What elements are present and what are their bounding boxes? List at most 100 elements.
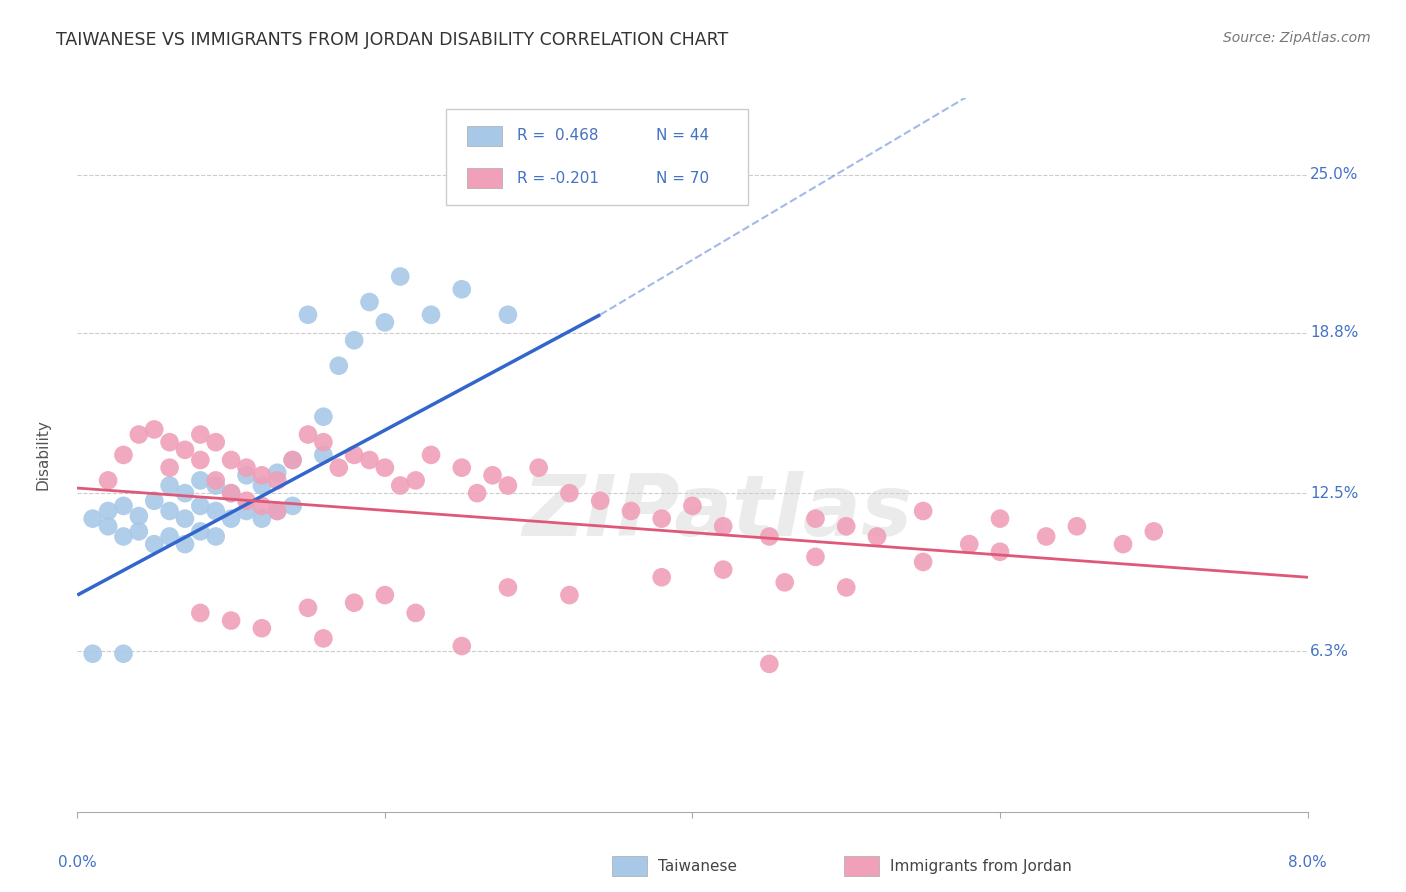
Point xyxy=(1143,524,1166,539)
Point xyxy=(159,435,181,450)
Text: 0.0%: 0.0% xyxy=(58,855,97,870)
Point xyxy=(188,524,212,539)
Point xyxy=(912,555,935,569)
Point xyxy=(266,474,288,488)
Point xyxy=(758,529,780,543)
Point xyxy=(804,549,827,564)
Point xyxy=(481,468,503,483)
Point xyxy=(219,486,242,500)
Text: 8.0%: 8.0% xyxy=(1288,855,1327,870)
Point xyxy=(97,504,120,518)
Point xyxy=(188,453,212,467)
Text: 25.0%: 25.0% xyxy=(1310,167,1358,182)
Point xyxy=(527,460,550,475)
Point xyxy=(174,511,197,525)
Point xyxy=(465,486,488,500)
Point xyxy=(143,422,166,436)
Point xyxy=(420,448,443,462)
Point xyxy=(389,478,412,492)
Point xyxy=(1035,529,1057,543)
Point xyxy=(328,460,350,475)
Text: N = 44: N = 44 xyxy=(655,128,709,143)
Point xyxy=(343,448,366,462)
Point xyxy=(97,519,120,533)
Point xyxy=(558,588,581,602)
Point xyxy=(250,499,273,513)
Point xyxy=(328,359,350,373)
Point xyxy=(389,269,412,284)
Point xyxy=(97,474,120,488)
Text: 18.8%: 18.8% xyxy=(1310,325,1358,340)
Point xyxy=(835,581,858,595)
Point xyxy=(281,453,304,467)
Point xyxy=(204,529,226,543)
Point xyxy=(235,493,257,508)
Text: R =  0.468: R = 0.468 xyxy=(516,128,598,143)
Point xyxy=(297,427,319,442)
Point xyxy=(496,478,519,492)
Point xyxy=(112,529,135,543)
Point xyxy=(281,499,304,513)
Point xyxy=(651,511,673,525)
Bar xyxy=(467,169,502,188)
Text: Taiwanese: Taiwanese xyxy=(658,859,737,873)
Text: N = 70: N = 70 xyxy=(655,171,709,186)
Bar xyxy=(467,126,502,145)
Point xyxy=(204,478,226,492)
Text: R = -0.201: R = -0.201 xyxy=(516,171,599,186)
Point xyxy=(988,545,1011,559)
Point xyxy=(682,499,704,513)
Point xyxy=(219,614,242,628)
Point xyxy=(112,647,135,661)
Point xyxy=(450,639,472,653)
Point xyxy=(359,453,381,467)
Point xyxy=(128,524,150,539)
Point xyxy=(589,493,612,508)
Point xyxy=(651,570,673,584)
Point xyxy=(711,519,734,533)
Point xyxy=(450,460,472,475)
Point xyxy=(82,647,104,661)
Point xyxy=(359,295,381,310)
Point xyxy=(266,504,288,518)
Point xyxy=(204,435,226,450)
Point xyxy=(374,460,396,475)
Point xyxy=(866,529,889,543)
Point xyxy=(82,511,104,525)
Text: TAIWANESE VS IMMIGRANTS FROM JORDAN DISABILITY CORRELATION CHART: TAIWANESE VS IMMIGRANTS FROM JORDAN DISA… xyxy=(56,31,728,49)
Point xyxy=(496,308,519,322)
Text: 6.3%: 6.3% xyxy=(1310,644,1348,658)
Point xyxy=(374,315,396,329)
Point xyxy=(174,537,197,551)
Point xyxy=(174,442,197,457)
Point xyxy=(758,657,780,671)
Point xyxy=(312,409,335,424)
Point xyxy=(773,575,796,590)
Point xyxy=(204,504,226,518)
Point xyxy=(496,581,519,595)
Point xyxy=(450,282,472,296)
Point xyxy=(159,529,181,543)
Point xyxy=(219,511,242,525)
Point xyxy=(188,427,212,442)
Point xyxy=(957,537,980,551)
Text: Source: ZipAtlas.com: Source: ZipAtlas.com xyxy=(1223,31,1371,45)
Point xyxy=(250,511,273,525)
Point xyxy=(912,504,935,518)
FancyBboxPatch shape xyxy=(447,109,748,205)
Point xyxy=(312,448,335,462)
Point xyxy=(266,504,288,518)
Point xyxy=(281,453,304,467)
Point xyxy=(112,499,135,513)
Point xyxy=(188,499,212,513)
Point xyxy=(188,606,212,620)
Point xyxy=(143,493,166,508)
Point xyxy=(1066,519,1088,533)
Point xyxy=(297,308,319,322)
Point xyxy=(988,511,1011,525)
Point xyxy=(620,504,643,518)
Point xyxy=(297,600,319,615)
Point xyxy=(235,460,257,475)
Point xyxy=(1112,537,1135,551)
Point xyxy=(312,632,335,646)
